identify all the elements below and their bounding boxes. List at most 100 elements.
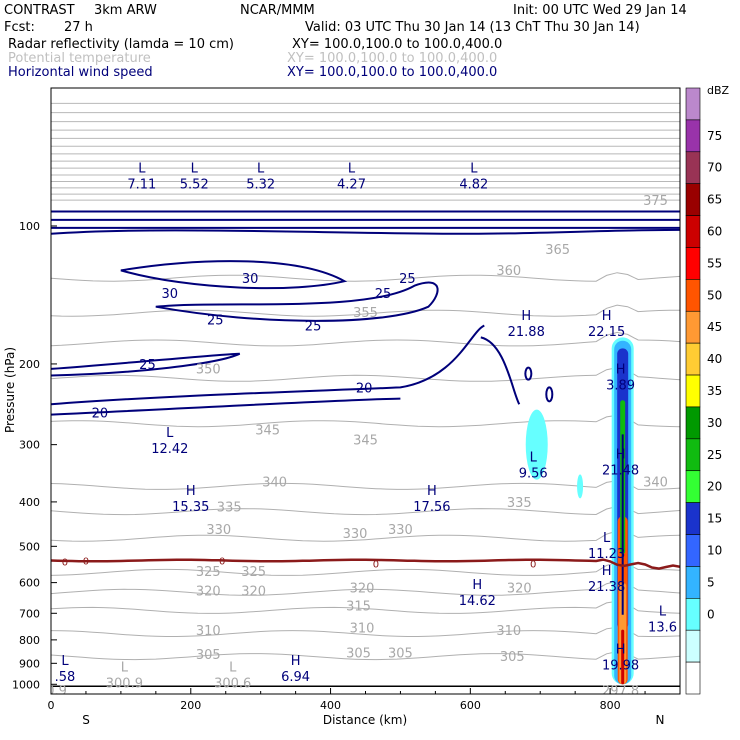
- freezing-level-label: 0: [219, 557, 225, 568]
- theta-contour: [51, 626, 680, 637]
- theta-label: 320: [241, 584, 266, 599]
- y-tick-label: 800: [19, 634, 40, 647]
- extremum-value: 3.89: [606, 378, 635, 393]
- y-tick-label: 300: [19, 439, 40, 452]
- field-1-name: Radar reflectivity (lamda = 10 cm): [8, 37, 234, 52]
- theta-label: 345: [353, 434, 378, 449]
- colorbar-level-label: 5: [707, 575, 715, 589]
- theta-label: 320: [196, 584, 221, 599]
- colorbar-swatch: [685, 629, 701, 663]
- extremum-type: L: [530, 450, 538, 465]
- extremum-value: 15.35: [172, 500, 209, 515]
- freezing-level-label: 0: [530, 559, 536, 570]
- colorbar-swatch: [685, 151, 701, 184]
- x-tick-label: 200: [180, 699, 201, 712]
- init-label: Init: 00 UTC Wed 29 Jan 14: [513, 3, 687, 18]
- theta-contour: [51, 505, 680, 516]
- wind-speed-contour: [51, 324, 485, 406]
- theta-label: 305: [500, 650, 525, 665]
- theta-label: 310: [196, 624, 221, 639]
- wind-speed-label: 30: [162, 287, 179, 302]
- theta-label: 335: [217, 501, 242, 516]
- extremum-type: L: [229, 660, 237, 675]
- theta-label: 320: [350, 581, 375, 596]
- extremum-type: L: [138, 161, 146, 176]
- theta-label: 345: [255, 423, 280, 438]
- field-1-xy: XY= 100.0,100.0 to 100.0,400.0: [292, 37, 503, 52]
- theta-label: 340: [643, 475, 668, 490]
- north-end-label: N: [656, 713, 665, 727]
- x-tick-label: 400: [320, 699, 341, 712]
- extremum-type: L: [603, 531, 611, 546]
- extremum-value: 7.11: [127, 177, 156, 192]
- y-tick-label: 1000: [12, 678, 40, 691]
- theta-label: 330: [343, 527, 368, 542]
- theta-contour: [51, 580, 680, 596]
- y-tick-label: 500: [19, 540, 40, 553]
- extremum-type: H: [291, 654, 301, 669]
- extremum-type: H: [472, 578, 482, 593]
- wind-speed-label: 25: [399, 272, 416, 287]
- colorbar-swatch: [685, 279, 701, 312]
- theta-contour: [51, 530, 680, 542]
- theta-contour: [51, 367, 680, 382]
- extremum-value: 4.27: [337, 177, 366, 192]
- extremum-type: L: [348, 161, 356, 176]
- wind-speed-contour: [120, 260, 348, 290]
- freezing-level-label: 0: [62, 558, 68, 569]
- extremum-value: 6.94: [281, 670, 310, 685]
- freezing-level-label: 0: [373, 559, 379, 570]
- extremum-type: L: [61, 654, 69, 669]
- colorbar-swatch: [685, 438, 701, 472]
- south-end-label: S: [82, 713, 90, 727]
- theta-label: 305: [388, 647, 413, 662]
- extremum-value: 21.38: [588, 580, 625, 595]
- theta-contour: [51, 414, 680, 428]
- extremum-value: 17.56: [413, 500, 450, 515]
- colorbar-level-label: 60: [707, 225, 722, 239]
- extremum-value: 21.88: [508, 325, 545, 340]
- colorbar-level-label: 35: [707, 384, 722, 398]
- valid-label: Valid: 03 UTC Thu 30 Jan 14 (13 ChT Thu …: [305, 20, 640, 35]
- wind-speed-contour: [480, 336, 521, 405]
- theta-label: 310: [496, 624, 521, 639]
- extremum-value: 9.56: [519, 466, 548, 481]
- theta-contour: [51, 600, 680, 614]
- extremum-type: L: [191, 161, 199, 176]
- extremum-value: 300.9: [106, 676, 143, 691]
- extremum-value: 5.52: [180, 177, 209, 192]
- extremum-value: 11.23: [588, 547, 625, 562]
- extremum-value: 14.62: [459, 594, 496, 609]
- colorbar-level-label: 0: [707, 607, 715, 621]
- extremum-value: 19.98: [602, 659, 639, 674]
- theta-label: 305: [346, 647, 371, 662]
- colorbar-swatch: [685, 247, 701, 280]
- extremum-type: H: [521, 309, 531, 324]
- extremum-type: L: [257, 161, 265, 176]
- colorbar-level-label: 55: [707, 256, 722, 270]
- colorbar-swatch: [685, 598, 701, 631]
- colorbar-swatch: [685, 87, 701, 121]
- colorbar: dBZ 0 5 10 15 20 25 30 35 40 45 50 55 60 65 70 75: [685, 84, 730, 695]
- colorbar-swatch: [685, 470, 701, 503]
- theta-contour: [51, 304, 680, 317]
- freezing-level-label: 0: [83, 557, 89, 568]
- extremum-value: 22.15: [588, 325, 625, 340]
- extremum-value: 0.9: [46, 684, 67, 699]
- extremum-type: H: [602, 309, 612, 324]
- field-2-xy: XY= 100.0,100.0 to 100.0,400.0: [287, 51, 498, 66]
- extremum-value: 13.6: [648, 621, 677, 636]
- wind-speed-contour: [155, 281, 439, 322]
- colorbar-swatch: [685, 566, 701, 599]
- wind-speed-contour: [524, 366, 533, 381]
- x-tick-label: 800: [600, 699, 621, 712]
- extremum-type: H: [186, 484, 196, 499]
- extremum-type: L: [166, 426, 174, 441]
- extremum-type: H: [427, 484, 437, 499]
- field-3-name: Horizontal wind speed: [8, 65, 153, 80]
- theta-label: 315: [346, 599, 371, 614]
- theta-label: 330: [206, 523, 231, 538]
- x-tick-label: 600: [460, 699, 481, 712]
- wind-speed-label: 30: [242, 272, 259, 287]
- theta-label: 310: [350, 621, 375, 636]
